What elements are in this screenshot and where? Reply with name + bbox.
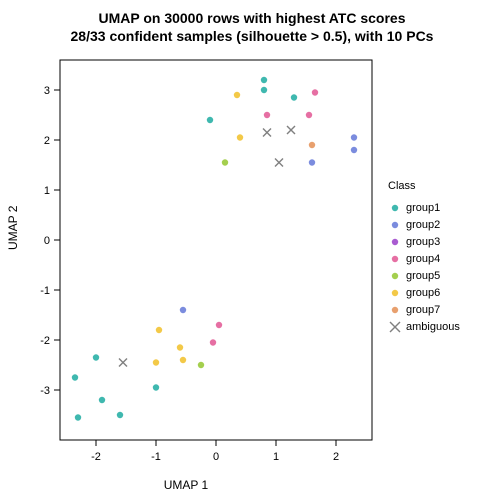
legend-label: group7 — [406, 304, 440, 316]
scatter-point — [234, 92, 240, 98]
scatter-point — [261, 87, 267, 93]
scatter-point — [264, 112, 270, 118]
dot-icon — [388, 201, 402, 215]
legend-label: group1 — [406, 202, 440, 214]
y-tick-label: 0 — [44, 235, 50, 247]
scatter-point — [312, 89, 318, 95]
scatter-point — [261, 77, 267, 83]
legend-item-group7: group7 — [388, 302, 440, 318]
scatter-point — [180, 307, 186, 313]
dot-icon — [388, 269, 402, 283]
dot-icon — [388, 252, 402, 266]
x-tick-label: -2 — [91, 451, 101, 463]
x-tick-label: -1 — [151, 451, 161, 463]
legend-item-group5: group5 — [388, 268, 440, 284]
scatter-point — [153, 359, 159, 365]
dot-icon — [388, 235, 402, 249]
scatter-point — [306, 112, 312, 118]
scatter-point — [153, 384, 159, 390]
x-axis-label: UMAP 1 — [0, 478, 372, 492]
scatter-point — [75, 414, 81, 420]
legend-label: group3 — [406, 236, 440, 248]
scatter-point — [351, 147, 357, 153]
scatter-point — [351, 134, 357, 140]
legend-item-group4: group4 — [388, 251, 440, 267]
x-tick-label: 2 — [333, 451, 339, 463]
scatter-point — [198, 362, 204, 368]
scatter-point — [309, 142, 315, 148]
legend-item-group2: group2 — [388, 217, 440, 233]
scatter-point — [177, 344, 183, 350]
legend-label: group6 — [406, 287, 440, 299]
y-tick-label: -2 — [40, 335, 50, 347]
plot-box — [60, 60, 372, 440]
cross-icon — [388, 320, 402, 334]
dot-icon — [388, 303, 402, 317]
y-tick-label: -1 — [40, 285, 50, 297]
legend-label: group4 — [406, 253, 440, 265]
umap-scatter-chart: UMAP on 30000 rows with highest ATC scor… — [0, 0, 504, 504]
legend-title: Class — [388, 180, 416, 192]
y-tick-label: 3 — [44, 85, 50, 97]
scatter-point — [222, 159, 228, 165]
scatter-point — [207, 117, 213, 123]
scatter-point — [156, 327, 162, 333]
y-tick-label: 1 — [44, 185, 50, 197]
dot-icon — [388, 286, 402, 300]
scatter-point — [216, 322, 222, 328]
scatter-point — [237, 134, 243, 140]
scatter-point — [93, 354, 99, 360]
y-axis-label: UMAP 2 — [6, 206, 20, 250]
scatter-point — [291, 94, 297, 100]
legend-label: group2 — [406, 219, 440, 231]
scatter-point — [180, 357, 186, 363]
y-tick-label: -3 — [40, 385, 50, 397]
x-tick-label: 0 — [213, 451, 219, 463]
scatter-point — [99, 397, 105, 403]
scatter-point — [117, 412, 123, 418]
legend-item-group3: group3 — [388, 234, 440, 250]
legend-label: group5 — [406, 270, 440, 282]
dot-icon — [388, 218, 402, 232]
scatter-point — [72, 374, 78, 380]
legend-item-group6: group6 — [388, 285, 440, 301]
scatter-point — [309, 159, 315, 165]
legend-label: ambiguous — [406, 321, 460, 333]
legend-item-ambiguous: ambiguous — [388, 319, 460, 335]
legend-item-group1: group1 — [388, 200, 440, 216]
scatter-point — [210, 339, 216, 345]
y-tick-label: 2 — [44, 135, 50, 147]
x-tick-label: 1 — [273, 451, 279, 463]
